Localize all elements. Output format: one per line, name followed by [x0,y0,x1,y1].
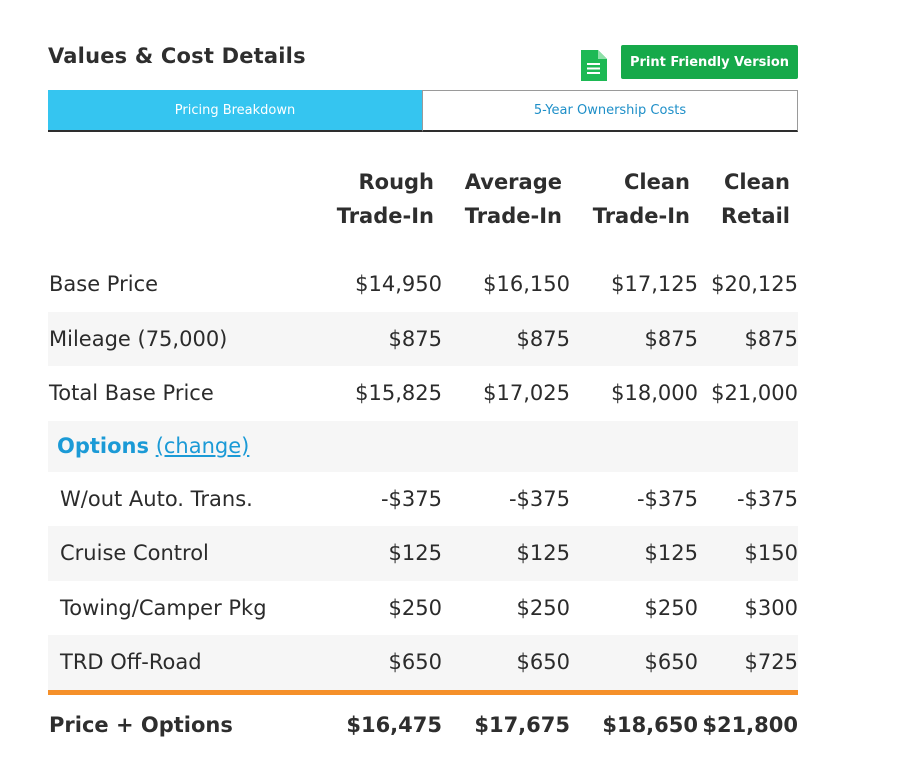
cell-value: $20,125 [711,272,798,297]
cell-value: -$375 [380,486,442,511]
cell-value: $650 [318,635,442,695]
header-empty [48,165,318,257]
cell-value: $15,825 [355,381,442,406]
cell-value: $725 [698,635,798,695]
table-row: Towing/Camper Pkg $250 $250 $250 $300 [48,581,798,636]
cell-value: $17,025 [483,381,570,406]
pricing-table: Rough Trade-In Average Trade-In Clean Trade… [48,165,798,755]
document-icon[interactable] [580,50,607,81]
column-header-average-trade-in: Average Trade-In [464,170,562,228]
cell-value: $125 [570,526,698,581]
row-label: Base Price [49,272,159,297]
cell-value: $14,950 [355,272,442,297]
table-header-row: Rough Trade-In Average Trade-In Clean Trade… [48,165,798,257]
cell-value: $875 [570,311,698,366]
print-friendly-button[interactable]: Print Friendly Version [621,45,798,79]
option-label: Towing/Camper Pkg [60,595,267,620]
cell-value: $150 [698,526,798,581]
column-header-clean-trade-in: Clean Trade-In [592,170,690,228]
tab-ownership-costs[interactable]: 5-Year Ownership Costs [422,90,798,132]
cell-value: -$375 [636,486,698,511]
cell-value: $650 [442,635,570,695]
table-row: W/out Auto. Trans. -$375 -$375 -$375 -$3… [48,472,798,527]
total-value: $18,650 [602,712,698,737]
cell-value: $21,000 [711,381,798,406]
column-header-clean-retail: Clean Retail [720,170,790,228]
cell-value: $875 [698,311,798,366]
cell-value: $16,150 [483,272,570,297]
page-title: Values & Cost Details [48,44,306,68]
option-label: Cruise Control [48,526,318,581]
cell-value: $875 [318,311,442,366]
total-value: $17,675 [474,712,570,737]
table-row: Cruise Control $125 $125 $125 $150 [48,526,798,581]
table-row: TRD Off-Road $650 $650 $650 $725 [48,635,798,695]
cell-value: $250 [516,595,570,620]
cell-value: $125 [318,526,442,581]
table-row: Total Base Price $15,825 $17,025 $18,000… [48,366,798,421]
cell-value: -$375 [508,486,570,511]
total-value: $21,800 [702,712,798,737]
option-label: TRD Off-Road [48,635,318,695]
options-header-row: Options (change) [48,420,798,472]
total-row: Price + Options $16,475 $17,675 $18,650 … [48,692,798,755]
total-label: Price + Options [49,712,233,737]
cell-value: $650 [570,635,698,695]
table-row: Mileage (75,000) $875 $875 $875 $875 [48,311,798,366]
cell-value: $17,125 [611,272,698,297]
cell-value: $125 [442,526,570,581]
options-label: Options [57,434,149,458]
row-label: Mileage (75,000) [48,311,318,366]
row-label: Total Base Price [49,381,214,406]
tab-pricing-breakdown[interactable]: Pricing Breakdown [48,90,422,132]
cell-value: $250 [644,595,698,620]
cell-value: $300 [744,595,798,620]
cell-value: $875 [442,311,570,366]
cell-value: $18,000 [611,381,698,406]
options-change-link[interactable]: (change) [155,434,250,458]
column-header-rough-trade-in: Rough Trade-In [336,170,434,228]
cell-value: $250 [388,595,442,620]
table-row: Base Price $14,950 $16,150 $17,125 $20,1… [48,257,798,312]
tab-bar: Pricing Breakdown 5-Year Ownership Costs [48,90,798,132]
options-heading: Options (change) [48,420,798,472]
option-label: W/out Auto. Trans. [60,486,253,511]
cell-value: -$375 [736,486,798,511]
total-value: $16,475 [346,712,442,737]
